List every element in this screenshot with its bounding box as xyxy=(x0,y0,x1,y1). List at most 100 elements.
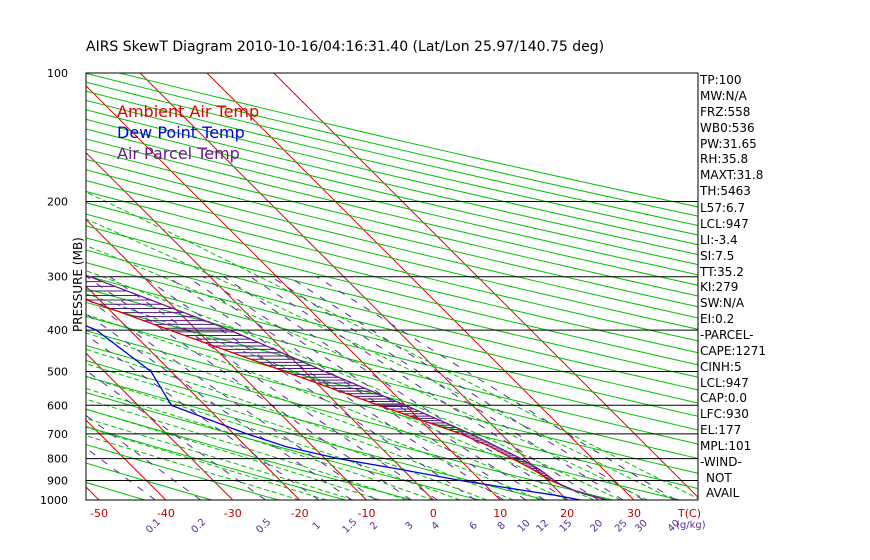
index-item: MW:N/A xyxy=(700,89,748,103)
moist-adiabat-line xyxy=(86,363,487,500)
pressure-tick-label: 300 xyxy=(47,271,68,284)
cape-hatch-area xyxy=(86,276,563,486)
bottom-tick-label: 0 xyxy=(430,507,437,520)
isobar-lines xyxy=(86,73,698,500)
dry-adiabat-line xyxy=(86,169,698,319)
index-item: CAP:0.0 xyxy=(700,391,747,405)
pressure-tick-label: 800 xyxy=(47,453,68,466)
bottom-tick-label: -40 xyxy=(157,507,175,520)
dry-adiabat-line xyxy=(86,249,698,404)
y-axis-label: PRESSURE (MB) xyxy=(71,237,85,332)
isotherm-line xyxy=(86,352,234,500)
index-item: -PARCEL- xyxy=(700,328,754,342)
index-item: MAXT:31.8 xyxy=(700,168,763,182)
dry-adiabat-line xyxy=(86,109,698,256)
dry-adiabat-line xyxy=(86,344,680,500)
index-item: CAPE:1271 xyxy=(700,344,766,358)
mixing-ratio-line xyxy=(86,369,266,500)
dry-adiabat-line xyxy=(86,225,698,378)
dry-adiabat-line xyxy=(86,148,698,297)
dry-adiabat-line xyxy=(86,426,346,500)
dry-adiabat-line xyxy=(86,275,698,431)
moist-adiabat-line xyxy=(86,191,698,500)
dry-adiabat-line xyxy=(86,99,698,246)
dry-adiabat-line xyxy=(86,262,698,417)
dry-adiabat-line xyxy=(86,301,698,459)
index-item: KI:279 xyxy=(700,280,738,294)
index-item: MPL:101 xyxy=(700,439,751,453)
bottom-temperature-tick-labels: -50 -40 -30 -20 -10 0 10 20 30 xyxy=(90,507,641,520)
dry-adiabat-line xyxy=(86,128,698,276)
pressure-tick-label: 100 xyxy=(47,67,68,80)
isotherm-line xyxy=(139,73,568,500)
plot-frame xyxy=(85,72,699,501)
moist-adiabat-line xyxy=(86,245,648,500)
mixing-ratio-tick-label: 25 xyxy=(613,518,630,535)
moist-adiabat-line xyxy=(86,408,381,500)
pressure-tick-label: 900 xyxy=(47,474,68,487)
dry-adiabat-lines xyxy=(86,73,698,500)
mixing-ratio-tick-label: 2 xyxy=(368,520,380,532)
mixing-ratio-lines xyxy=(86,276,677,500)
legend-entry-dewpoint: Dew Point Temp xyxy=(117,123,245,142)
dry-adiabat-line xyxy=(86,375,547,500)
moist-adiabat-line xyxy=(86,387,434,500)
index-item: EL:177 xyxy=(700,423,741,437)
dry-adiabat-line xyxy=(86,237,698,391)
mixing-ratio-tick-label: 12 xyxy=(534,518,551,535)
pressure-tick-label: 1000 xyxy=(40,494,68,507)
bottom-tick-label: 20 xyxy=(560,507,574,520)
index-item: TH:5463 xyxy=(699,184,751,198)
moist-adiabat-line xyxy=(86,293,595,500)
mixing-ratio-tick-label: 0.5 xyxy=(254,517,273,536)
index-item: -WIND- xyxy=(700,455,742,469)
index-item: TT:35.2 xyxy=(699,265,744,279)
index-item: SW:N/A xyxy=(700,296,745,310)
legend: Ambient Air Temp Dew Point Temp Air Parc… xyxy=(117,102,259,163)
mixing-ratio-line xyxy=(142,276,476,500)
pressure-tick-label: 400 xyxy=(47,324,68,337)
mixing-ratio-line xyxy=(249,276,599,500)
moist-adiabat-line xyxy=(86,270,621,500)
moist-adiabat-line xyxy=(86,435,300,500)
dry-adiabat-line xyxy=(86,158,698,308)
legend-entry-parcel: Air Parcel Temp xyxy=(117,144,240,163)
mixing-ratio-line xyxy=(109,276,438,500)
dry-adiabat-line xyxy=(86,288,698,445)
index-item: LCL:947 xyxy=(700,376,749,390)
pressure-tick-label: 500 xyxy=(47,365,68,378)
dry-adiabat-line xyxy=(86,202,698,354)
dry-adiabat-line xyxy=(86,315,698,474)
mixing-ratio-tick-label: 15 xyxy=(558,518,575,535)
legend-entry-ambient: Ambient Air Temp xyxy=(117,102,259,121)
indices-panel: TP:100 MW:N/A FRZ:558 WB0:536 PW:31.65 R… xyxy=(699,73,766,500)
dry-adiabat-line xyxy=(86,118,698,266)
index-item: WB0:536 xyxy=(700,121,755,135)
mixing-ratio-line xyxy=(86,334,320,500)
mixing-ratio-tick-label: 30 xyxy=(633,518,650,535)
index-item: TP:100 xyxy=(699,73,742,87)
bottom-tick-label: 10 xyxy=(493,507,507,520)
index-item: CINH:5 xyxy=(700,360,742,374)
index-item: NOT xyxy=(706,471,732,485)
index-item: LFC:930 xyxy=(700,407,749,421)
sounding-profiles xyxy=(86,274,608,500)
mixing-ratio-line xyxy=(86,312,352,500)
index-item: SI:7.5 xyxy=(700,249,734,263)
pressure-tick-labels: 100 200 300 400 500 600 700 800 900 1000 xyxy=(40,67,68,507)
index-item: L57:6.7 xyxy=(700,201,745,215)
mixing-ratio-line xyxy=(86,276,412,500)
moist-adiabat-line xyxy=(86,332,541,500)
bottom-tick-label: -10 xyxy=(357,507,375,520)
moist-adiabat-line xyxy=(86,218,675,500)
dry-adiabat-line xyxy=(86,360,614,500)
isotherm-line xyxy=(0,73,32,500)
moist-adiabat-line xyxy=(86,348,514,500)
mixing-ratio-tick-label: 20 xyxy=(589,518,606,535)
dry-adiabat-line xyxy=(86,190,698,342)
dry-adiabat-line xyxy=(86,462,212,500)
isotherm-line xyxy=(86,151,434,500)
mixing-ratio-tick-label: 4 xyxy=(430,520,442,532)
dry-adiabat-line xyxy=(86,408,413,500)
